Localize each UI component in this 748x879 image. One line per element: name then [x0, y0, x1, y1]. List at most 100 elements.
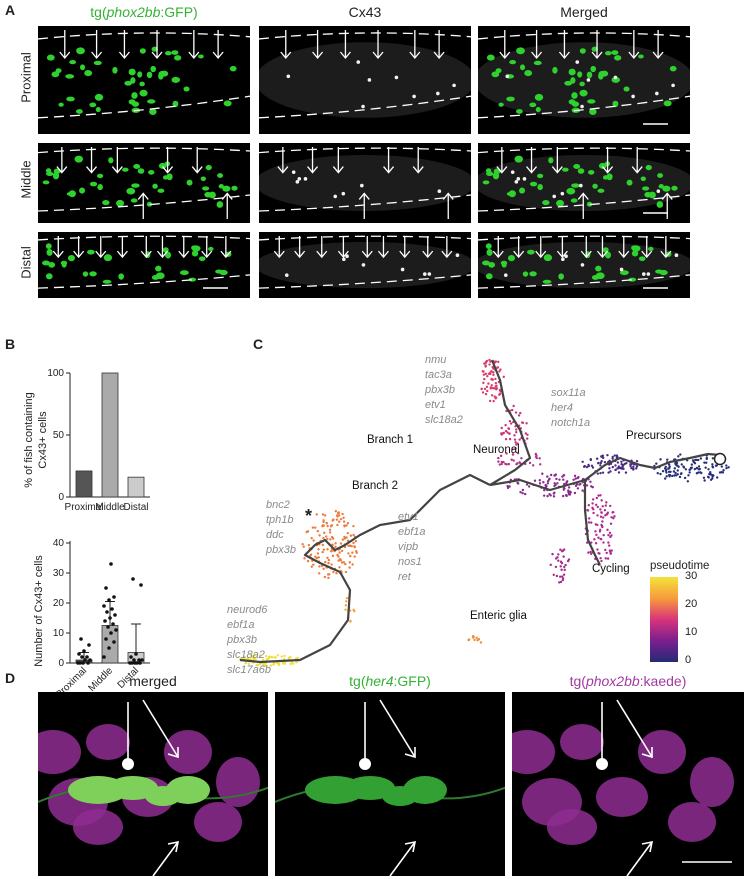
- cell-point: [321, 543, 325, 547]
- cell-point: [597, 494, 600, 497]
- row-label-proximal: Proximal: [18, 52, 34, 103]
- cell-point: [605, 501, 608, 504]
- cell-point: [656, 472, 659, 475]
- cell-point: [689, 467, 692, 471]
- cell-point: [346, 531, 349, 535]
- cell-point: [349, 554, 352, 558]
- cell-point: [344, 604, 348, 607]
- cell-point: [247, 662, 251, 666]
- cell-point: [339, 517, 343, 521]
- cell-point: [705, 457, 709, 461]
- data-point: [78, 661, 82, 665]
- cell-point: [600, 559, 603, 563]
- cell-point: [562, 555, 565, 558]
- cell-point: [295, 661, 298, 664]
- data-point: [140, 658, 144, 662]
- cell-point: [698, 467, 702, 471]
- svg-text:% of fish containing: % of fish containing: [23, 392, 35, 487]
- cell-point: [612, 510, 615, 514]
- cell-point: [586, 508, 589, 512]
- cell-point: [483, 387, 487, 391]
- cell-point: [341, 512, 344, 516]
- cell-point: [302, 545, 305, 548]
- cell-point: [327, 558, 331, 562]
- cell-point: [506, 431, 509, 434]
- cell-point: [270, 656, 274, 659]
- cell-point: [262, 664, 265, 667]
- cell-point: [539, 463, 542, 466]
- data-point: [104, 637, 108, 641]
- cell-point: [521, 488, 525, 492]
- cell-point: [353, 609, 356, 613]
- cell-point: [606, 557, 610, 560]
- panel-a-middle-cx43-image: [259, 143, 471, 223]
- cell-point: [576, 487, 580, 490]
- cell-point: [549, 473, 553, 477]
- cell-point: [579, 482, 582, 486]
- cell-point: [513, 434, 516, 437]
- panel-a-middle-merged-image: [478, 143, 690, 223]
- cell-point: [281, 661, 285, 665]
- cell-point: [467, 638, 471, 641]
- cell-point: [581, 489, 584, 492]
- data-point: [109, 562, 113, 566]
- cell-point: [671, 474, 674, 478]
- cell-point: [590, 552, 593, 556]
- panel-d-caption-kaede: tg(phox2bb:kaede): [569, 673, 687, 689]
- cell-point: [322, 567, 325, 571]
- cell-point: [604, 504, 608, 507]
- cell-point: [264, 664, 267, 667]
- cell-point: [520, 457, 523, 460]
- cell-point: [559, 560, 563, 563]
- cell-point: [521, 491, 524, 495]
- cell-point: [350, 544, 353, 548]
- cell-point: [564, 494, 568, 497]
- cell-point: [480, 387, 483, 391]
- data-point: [102, 604, 106, 608]
- cell-point: [315, 513, 318, 516]
- dot-ytick-label: 30: [53, 568, 65, 579]
- panel-d-merged-image: [38, 692, 268, 876]
- cell-point: [587, 504, 590, 507]
- cell-point: [581, 460, 584, 464]
- cell-point: [272, 663, 275, 666]
- cell-point: [610, 534, 613, 537]
- cell-point: [593, 538, 596, 541]
- panel-label-c: C: [253, 336, 264, 352]
- cell-point: [335, 572, 338, 575]
- cell-point: [338, 551, 341, 554]
- cell-point: [502, 460, 505, 464]
- cell-point: [559, 548, 562, 551]
- cell-point: [305, 530, 308, 534]
- data-point: [139, 583, 143, 587]
- cell-point: [594, 530, 597, 533]
- cell-point: [697, 465, 701, 468]
- panel-a-distal-gfp-image: [38, 232, 250, 298]
- cell-point: [516, 462, 519, 465]
- cell-point: [561, 549, 565, 552]
- cell-point: [348, 561, 351, 564]
- cell-point: [601, 520, 604, 523]
- cell-point: [334, 510, 338, 513]
- cell-point: [255, 663, 258, 667]
- cell-point: [499, 454, 503, 458]
- cell-point: [317, 548, 320, 551]
- branch1-trajectory: [489, 359, 532, 486]
- cell-point: [601, 505, 604, 508]
- cell-point: [697, 471, 700, 474]
- neuronal-trajectory: [489, 452, 721, 492]
- cell-point: [479, 641, 483, 644]
- cell-point: [331, 554, 335, 558]
- data-point: [103, 619, 107, 623]
- cell-point: [699, 457, 703, 460]
- cell-point: [526, 437, 529, 440]
- cell-point: [703, 479, 706, 482]
- cell-point: [494, 385, 497, 388]
- cell-point: [563, 487, 566, 490]
- cell-point: [515, 428, 518, 431]
- cell-point: [498, 370, 501, 373]
- cell-point: [307, 543, 311, 547]
- cell-point: [597, 536, 600, 539]
- cell-point: [555, 477, 558, 481]
- cell-point: [264, 662, 267, 665]
